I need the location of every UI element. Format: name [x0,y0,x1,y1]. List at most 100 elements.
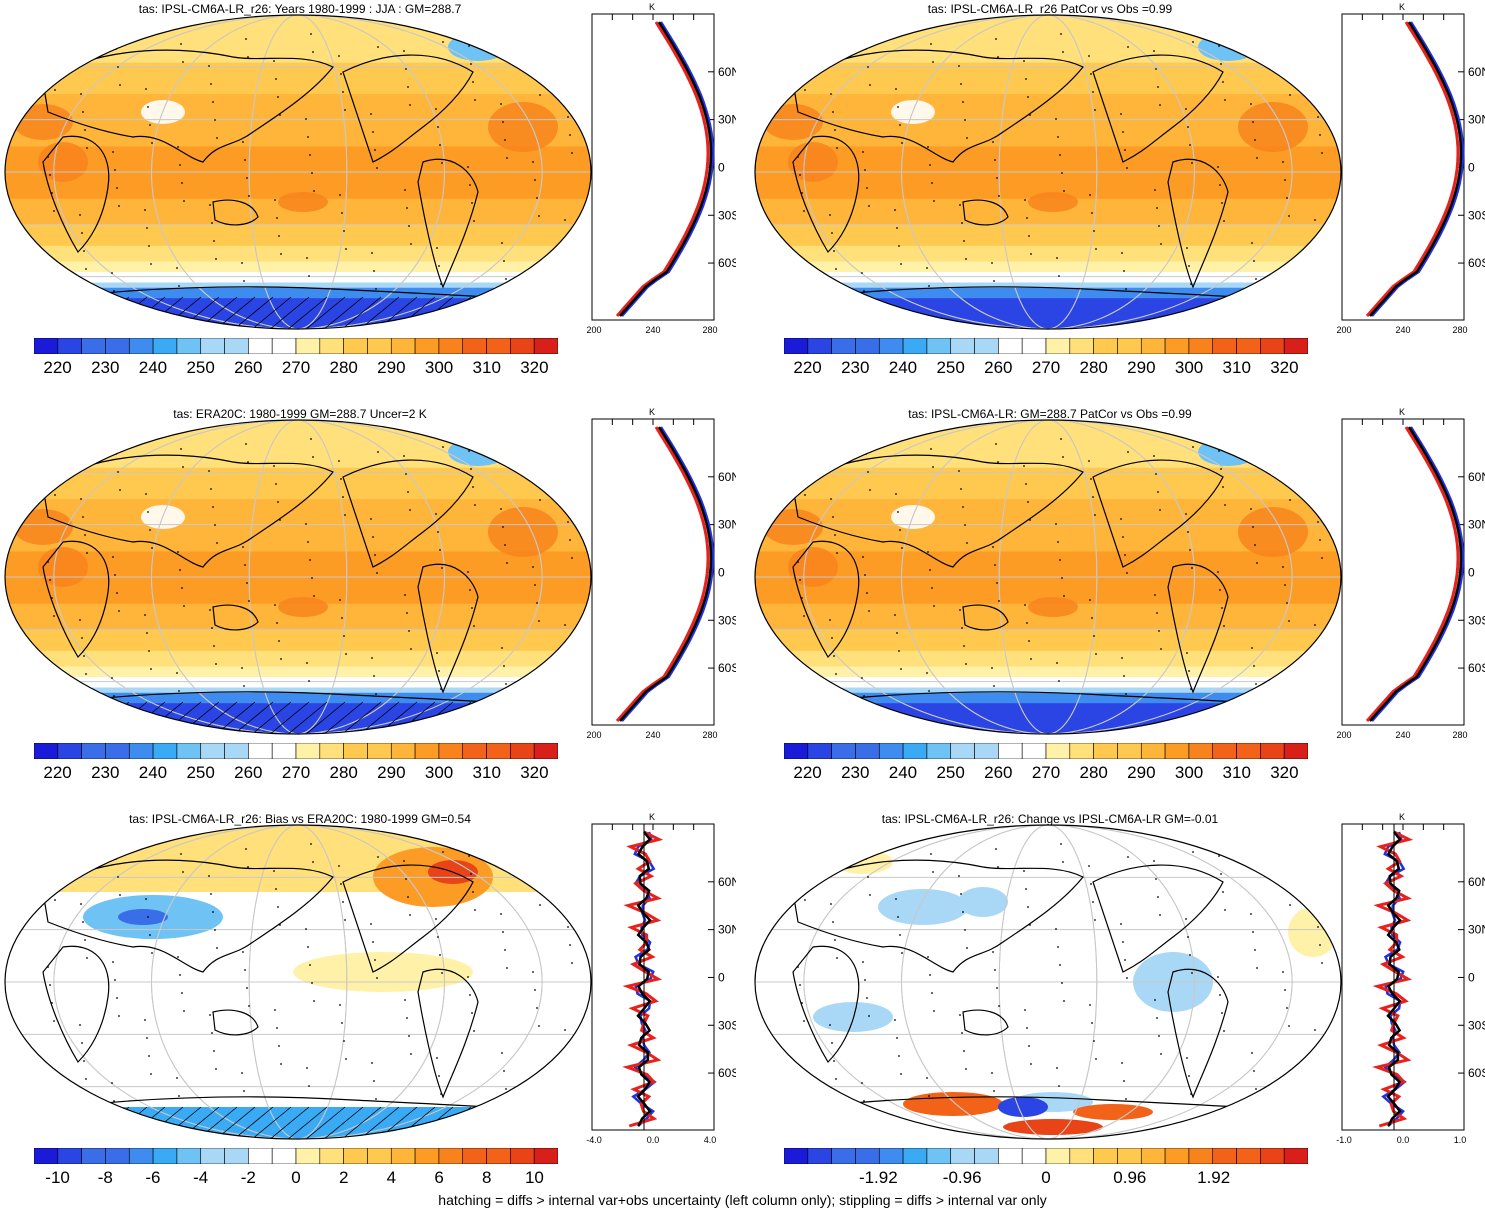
lat-label: 60N [718,470,736,484]
colorbar-label: 320 [1270,763,1299,782]
colorbar-label: 310 [472,358,501,377]
colorbar-label: 250 [186,763,215,782]
robinson-map [754,14,1342,330]
zonal-mean-profile: K 60N 30N 0 30S 60S -1.0 0.0 1.0 [1336,812,1485,1145]
robinson-map [4,419,592,735]
colorbar-label: 280 [329,358,358,377]
profile-tick: 240 [645,325,660,335]
colorbar-label: 300 [424,763,454,782]
profile-tick: 1.0 [1454,1135,1467,1145]
colorbar-label: -0.96 [942,1168,982,1187]
footer-note: hatching = diffs > internal var+obs unce… [438,1192,1047,1208]
lat-label: 30S [718,1018,736,1032]
profile-tick: 200 [586,325,601,335]
map-panel: tas: IPSL-CM6A-LR_r26: Years 1980-1999 :… [0,0,740,380]
panel-title: tas: ERA20C: 1980-1999 GM=288.7 Uncer=2 … [173,407,427,421]
profile-tick: 0.0 [1397,1135,1410,1145]
colorbar-label: 260 [234,358,263,377]
lat-label: 0 [1468,565,1475,579]
lat-label: 30N [718,113,736,127]
colorbar-label: 10 [524,1168,544,1187]
colorbar-label: -1.92 [858,1168,898,1187]
map-panel: tas: IPSL-CM6A-LR_r26 PatCor vs Obs =0.9… [750,0,1485,380]
lat-label: 30S [1468,613,1485,627]
robinson-map [754,419,1342,735]
colorbar [33,742,559,760]
profile-unit: K [1399,812,1405,822]
colorbar-label: 250 [186,358,215,377]
colorbar-label: 220 [43,763,72,782]
colorbar-label: 260 [984,763,1013,782]
lat-label: 30S [718,613,736,627]
colorbar-label: 220 [43,358,72,377]
profile-tick: 200 [1336,730,1351,740]
colorbar-label: 2 [338,1168,349,1187]
colorbar-label: 320 [520,358,549,377]
colorbar-label: 0 [291,1168,301,1187]
colorbar-label: 270 [281,763,311,782]
lat-label: 60S [1468,1066,1485,1080]
zonal-mean-profile: K 60N 30N 0 30S 60S 200 240 280 [1336,2,1485,335]
profile-unit: K [649,812,655,822]
lat-label: 60N [1468,875,1485,889]
profile-tick: -1.0 [1336,1135,1352,1145]
colorbar-label: 230 [91,763,120,782]
lat-label: 30N [718,923,736,937]
colorbar-label: 250 [936,763,965,782]
profile-tick: -4.0 [586,1135,602,1145]
colorbar-label: -2 [240,1168,256,1187]
colorbar-label: 300 [1174,763,1204,782]
zonal-mean-profile: K 60N 30N 0 30S 60S 200 240 280 [586,2,740,335]
lat-label: 60S [718,661,736,675]
colorbar-label: 280 [1079,763,1108,782]
panel-title: tas: IPSL-CM6A-LR_r26: Bias vs ERA20C: 1… [129,812,471,826]
colorbar-label: 220 [793,763,822,782]
colorbar-label: 230 [91,358,120,377]
lat-label: 30N [718,518,736,532]
colorbar-label: 250 [936,358,965,377]
lat-label: 30S [718,208,736,222]
robinson-map [4,14,592,330]
colorbar-label: 300 [1174,358,1204,377]
profile-unit: K [1399,407,1405,417]
panel-title: tas: IPSL-CM6A-LR_r26: Years 1980-1999 :… [138,2,462,16]
colorbar-label: 230 [841,358,870,377]
colorbar-label: 280 [1079,358,1108,377]
lat-label: 0 [1468,160,1475,174]
colorbar-label: -8 [97,1168,113,1187]
colorbar-label: 240 [888,763,918,782]
colorbar-label: 310 [1222,763,1251,782]
colorbar-label: 0.96 [1113,1168,1147,1187]
colorbar [33,1147,559,1165]
zonal-mean-profile: K 60N 30N 0 30S 60S 200 240 280 [586,407,740,740]
panel-title: tas: IPSL-CM6A-LR: GM=288.7 PatCor vs Ob… [908,407,1192,421]
profile-unit: K [1399,2,1405,12]
profile-tick: 200 [586,730,601,740]
colorbar-label: 240 [888,358,918,377]
profile-tick: 280 [1452,325,1467,335]
lat-label: 60N [718,875,736,889]
colorbar-label: 240 [138,763,168,782]
colorbar-label: 290 [377,763,406,782]
lat-label: 0 [718,970,725,984]
robinson-map [4,824,592,1140]
colorbar-label: 1.92 [1197,1168,1231,1187]
profile-unit: K [649,407,655,417]
map-panel: tas: ERA20C: 1980-1999 GM=288.7 Uncer=2 … [0,405,740,785]
profile-tick: 280 [702,730,717,740]
profile-tick: 280 [702,325,717,335]
lat-label: 30N [1468,113,1485,127]
colorbar-labels: 220 230 240 250 260 270 280 290 300 310 320 [784,763,1308,785]
colorbar [783,742,1309,760]
zonal-mean-profile: K 60N 30N 0 30S 60S -4.0 0.0 4.0 [586,812,740,1145]
profile-tick: 0.0 [647,1135,660,1145]
colorbar-label: 260 [984,358,1013,377]
panel-title: tas: IPSL-CM6A-LR_r26: Change vs IPSL-CM… [881,812,1219,826]
profile-unit: K [649,2,655,12]
lat-label: 0 [718,565,725,579]
colorbar-label: 310 [472,763,501,782]
lat-label: 0 [718,160,725,174]
map-panel: tas: IPSL-CM6A-LR: GM=288.7 PatCor vs Ob… [750,405,1485,785]
colorbar-labels: 220 230 240 250 260 270 280 290 300 310 320 [784,358,1308,380]
colorbar-label: 270 [281,358,311,377]
